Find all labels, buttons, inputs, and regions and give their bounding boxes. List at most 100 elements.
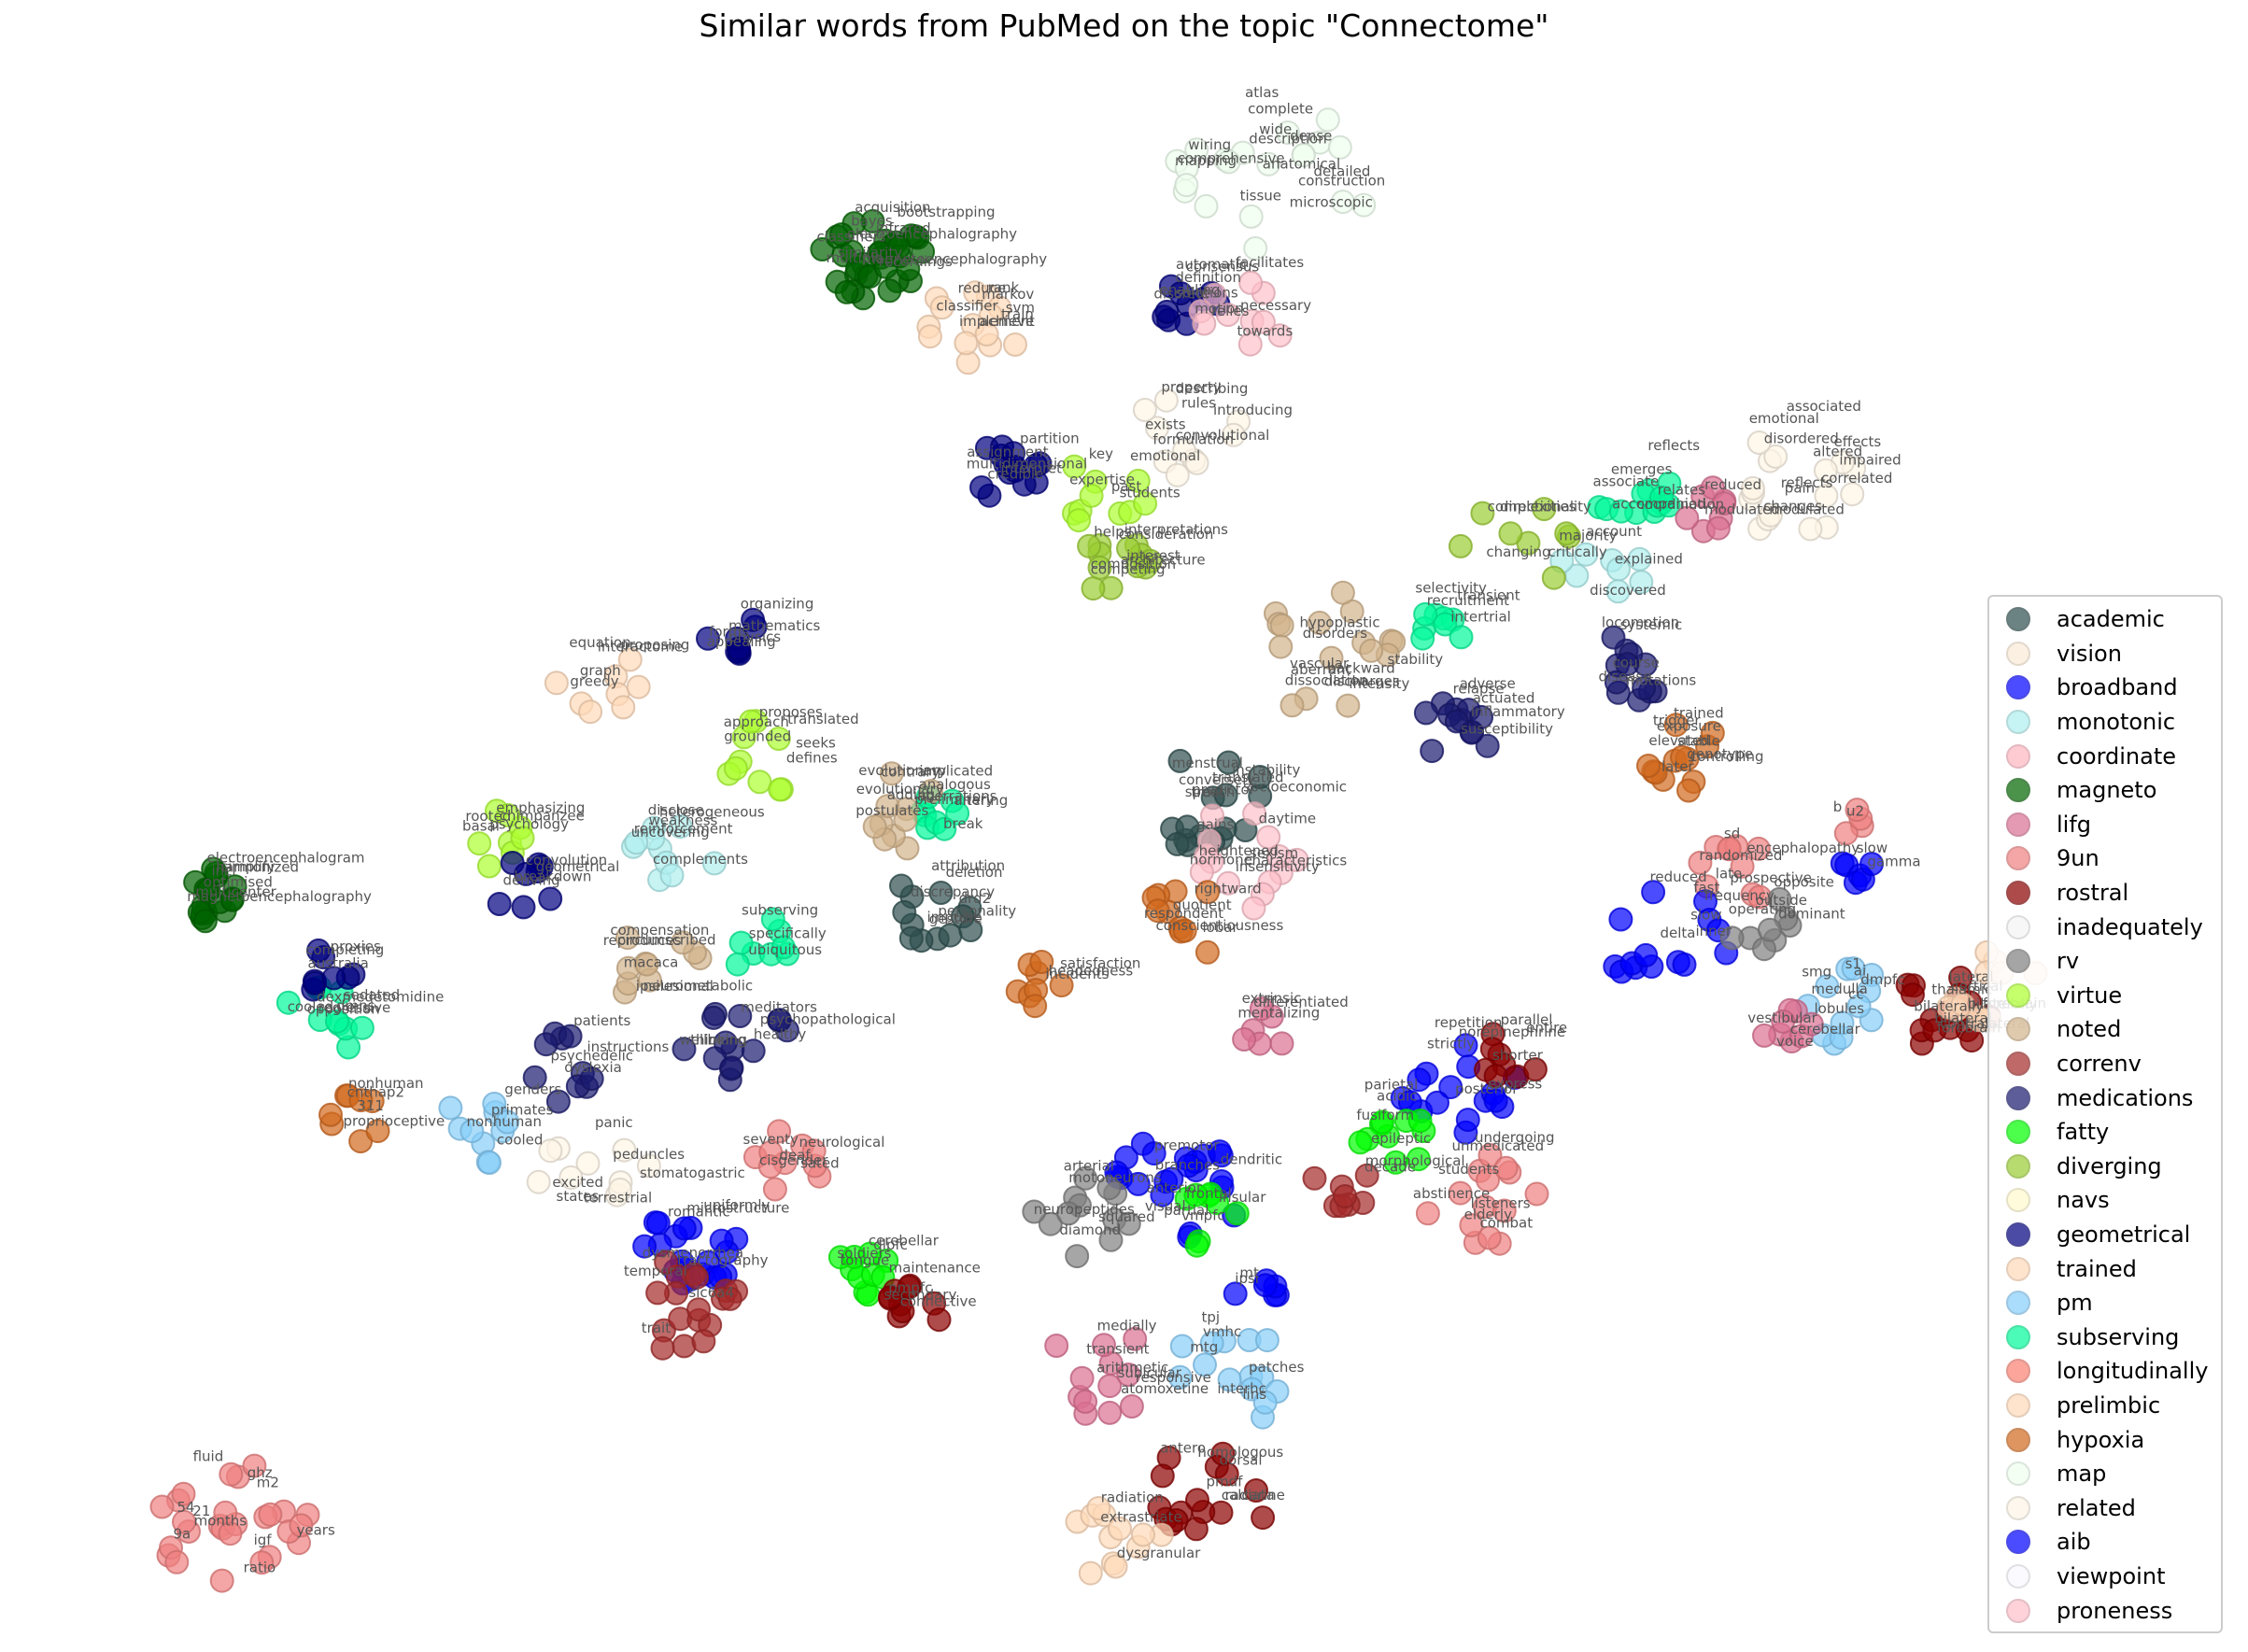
word-label: vmpfc: [1181, 1207, 1225, 1223]
legend-label: broadband: [2057, 674, 2178, 701]
word-label: vestibular: [1747, 1010, 1817, 1026]
word-label: prospective: [1730, 869, 1812, 886]
legend-label: geometrical: [2057, 1221, 2191, 1248]
word-label: daytime: [1259, 811, 1316, 827]
data-point-rostral: [1522, 1057, 1548, 1082]
legend-marker: [2006, 1359, 2030, 1384]
data-point-aib: [1483, 1088, 1508, 1113]
legend-label: navs: [2057, 1187, 2110, 1214]
data-point-hypoxia: [1636, 754, 1661, 778]
data-point-rostral: [878, 1285, 903, 1310]
word-label: adding: [887, 786, 935, 803]
word-label: strictly: [1427, 1036, 1475, 1052]
legend-label: medications: [2057, 1084, 2194, 1111]
word-label: homologous: [1197, 1444, 1283, 1461]
data-point-correnv: [1333, 1184, 1358, 1208]
word-label: arterial: [1064, 1157, 1114, 1174]
word-label: dysgranular: [1117, 1545, 1201, 1561]
data-point-rv: [1022, 1199, 1047, 1224]
word-label: implicated: [919, 763, 993, 780]
data-point-virtue: [1062, 454, 1087, 479]
data-point-subserving: [1410, 626, 1435, 651]
data-point-proneness: [1284, 847, 1309, 872]
data-point-academic: [889, 873, 913, 898]
word-label: disordered: [1764, 431, 1839, 447]
word-label: insensitivity: [1236, 858, 1320, 875]
word-labels-layer: recordingsmagnetoencephalographyelectroe…: [174, 84, 2046, 1576]
word-label: drd2: [959, 890, 992, 907]
data-point-map: [1184, 137, 1209, 162]
word-label: multidimensional: [967, 456, 1087, 473]
word-label: medulla: [1811, 981, 1867, 997]
word-label: translated: [1212, 770, 1284, 786]
word-label: parietal: [1364, 1076, 1419, 1093]
data-point-geometrical: [741, 607, 766, 632]
word-label: deletion: [946, 864, 1003, 881]
data-point-subserving: [1433, 612, 1458, 637]
word-label: explained: [1615, 551, 1683, 568]
data-point-subserving: [1649, 485, 1674, 510]
data-point-correnv: [686, 1297, 711, 1322]
data-point-rv: [1719, 925, 1745, 951]
word-label: solutions: [1176, 284, 1238, 301]
word-label: genotype: [1687, 746, 1753, 763]
word-label: listeners: [1471, 1195, 1531, 1212]
data-point-medications: [558, 1024, 583, 1049]
legend-entry-rv: rv: [2006, 944, 2221, 979]
data-point-diverging: [1077, 533, 1102, 558]
data-point-fatty: [1205, 1191, 1230, 1216]
word-label: interpret: [1001, 460, 1063, 477]
data-point-related: [1221, 422, 1246, 447]
word-label: assignment: [967, 444, 1048, 460]
data-point-related: [636, 1153, 661, 1179]
data-point-pm: [482, 1092, 507, 1116]
legend-label: virtue: [2057, 981, 2123, 1009]
word-label: vascular: [1290, 656, 1350, 672]
data-point-noted: [1359, 638, 1384, 663]
word-label: breakdown: [514, 868, 591, 884]
data-point-aib: [1207, 1139, 1232, 1165]
legend-entry-fatty: fatty: [2006, 1115, 2221, 1150]
word-label: igf: [254, 1532, 273, 1548]
word-label: socioeconomic: [1243, 779, 1347, 796]
data-point-related: [1746, 431, 1772, 455]
word-label: insular: [1219, 1189, 1266, 1206]
word-label: voice: [1776, 1033, 1814, 1050]
data-point-noted: [671, 930, 695, 955]
word-label: regressive: [318, 999, 391, 1016]
word-label: visual: [1145, 1198, 1186, 1215]
word-label: locomotion: [1602, 614, 1679, 630]
word-label: morphological: [1365, 1152, 1465, 1169]
legend-entry-aib: aib: [2006, 1525, 2221, 1560]
data-point-correnv: [1354, 1163, 1379, 1188]
legend-entry-vision: vision: [2006, 637, 2221, 671]
word-label: dexmedetomidine: [317, 988, 444, 1005]
data-point-medications: [1604, 670, 1629, 695]
data-point-fatty: [1407, 1108, 1433, 1134]
data-point-rostral: [1483, 1064, 1508, 1089]
word-label: meditators: [741, 999, 817, 1016]
data-point-trained: [917, 324, 942, 349]
word-label: facilitates: [1236, 254, 1304, 271]
legend-label: diverging: [2057, 1152, 2162, 1179]
legend-marker: [2006, 1291, 2030, 1316]
word-label: decade: [1364, 1159, 1416, 1176]
word-label: associated: [1787, 398, 1861, 415]
word-label: relates: [1658, 482, 1706, 499]
data-point-related: [1153, 388, 1179, 413]
data-point-rostral: [1185, 1488, 1209, 1513]
word-label: states: [557, 1188, 600, 1205]
word-label: effects: [1834, 433, 1882, 450]
word-label: peduncles: [613, 1146, 685, 1163]
data-point-prelimbic: [1103, 1554, 1128, 1579]
legend-marker: [2006, 1427, 2030, 1452]
data-point-trained: [611, 695, 636, 720]
word-label: lobules: [1815, 1000, 1865, 1017]
data-point-aib: [1176, 1153, 1201, 1179]
data-point-prelimbic: [1130, 1522, 1155, 1547]
word-label: elderly: [1464, 1206, 1512, 1222]
data-point-fatty: [1224, 1201, 1250, 1226]
data-point-related: [1763, 444, 1789, 469]
word-label: gains: [1196, 816, 1234, 833]
word-label: emerges: [1611, 461, 1673, 478]
